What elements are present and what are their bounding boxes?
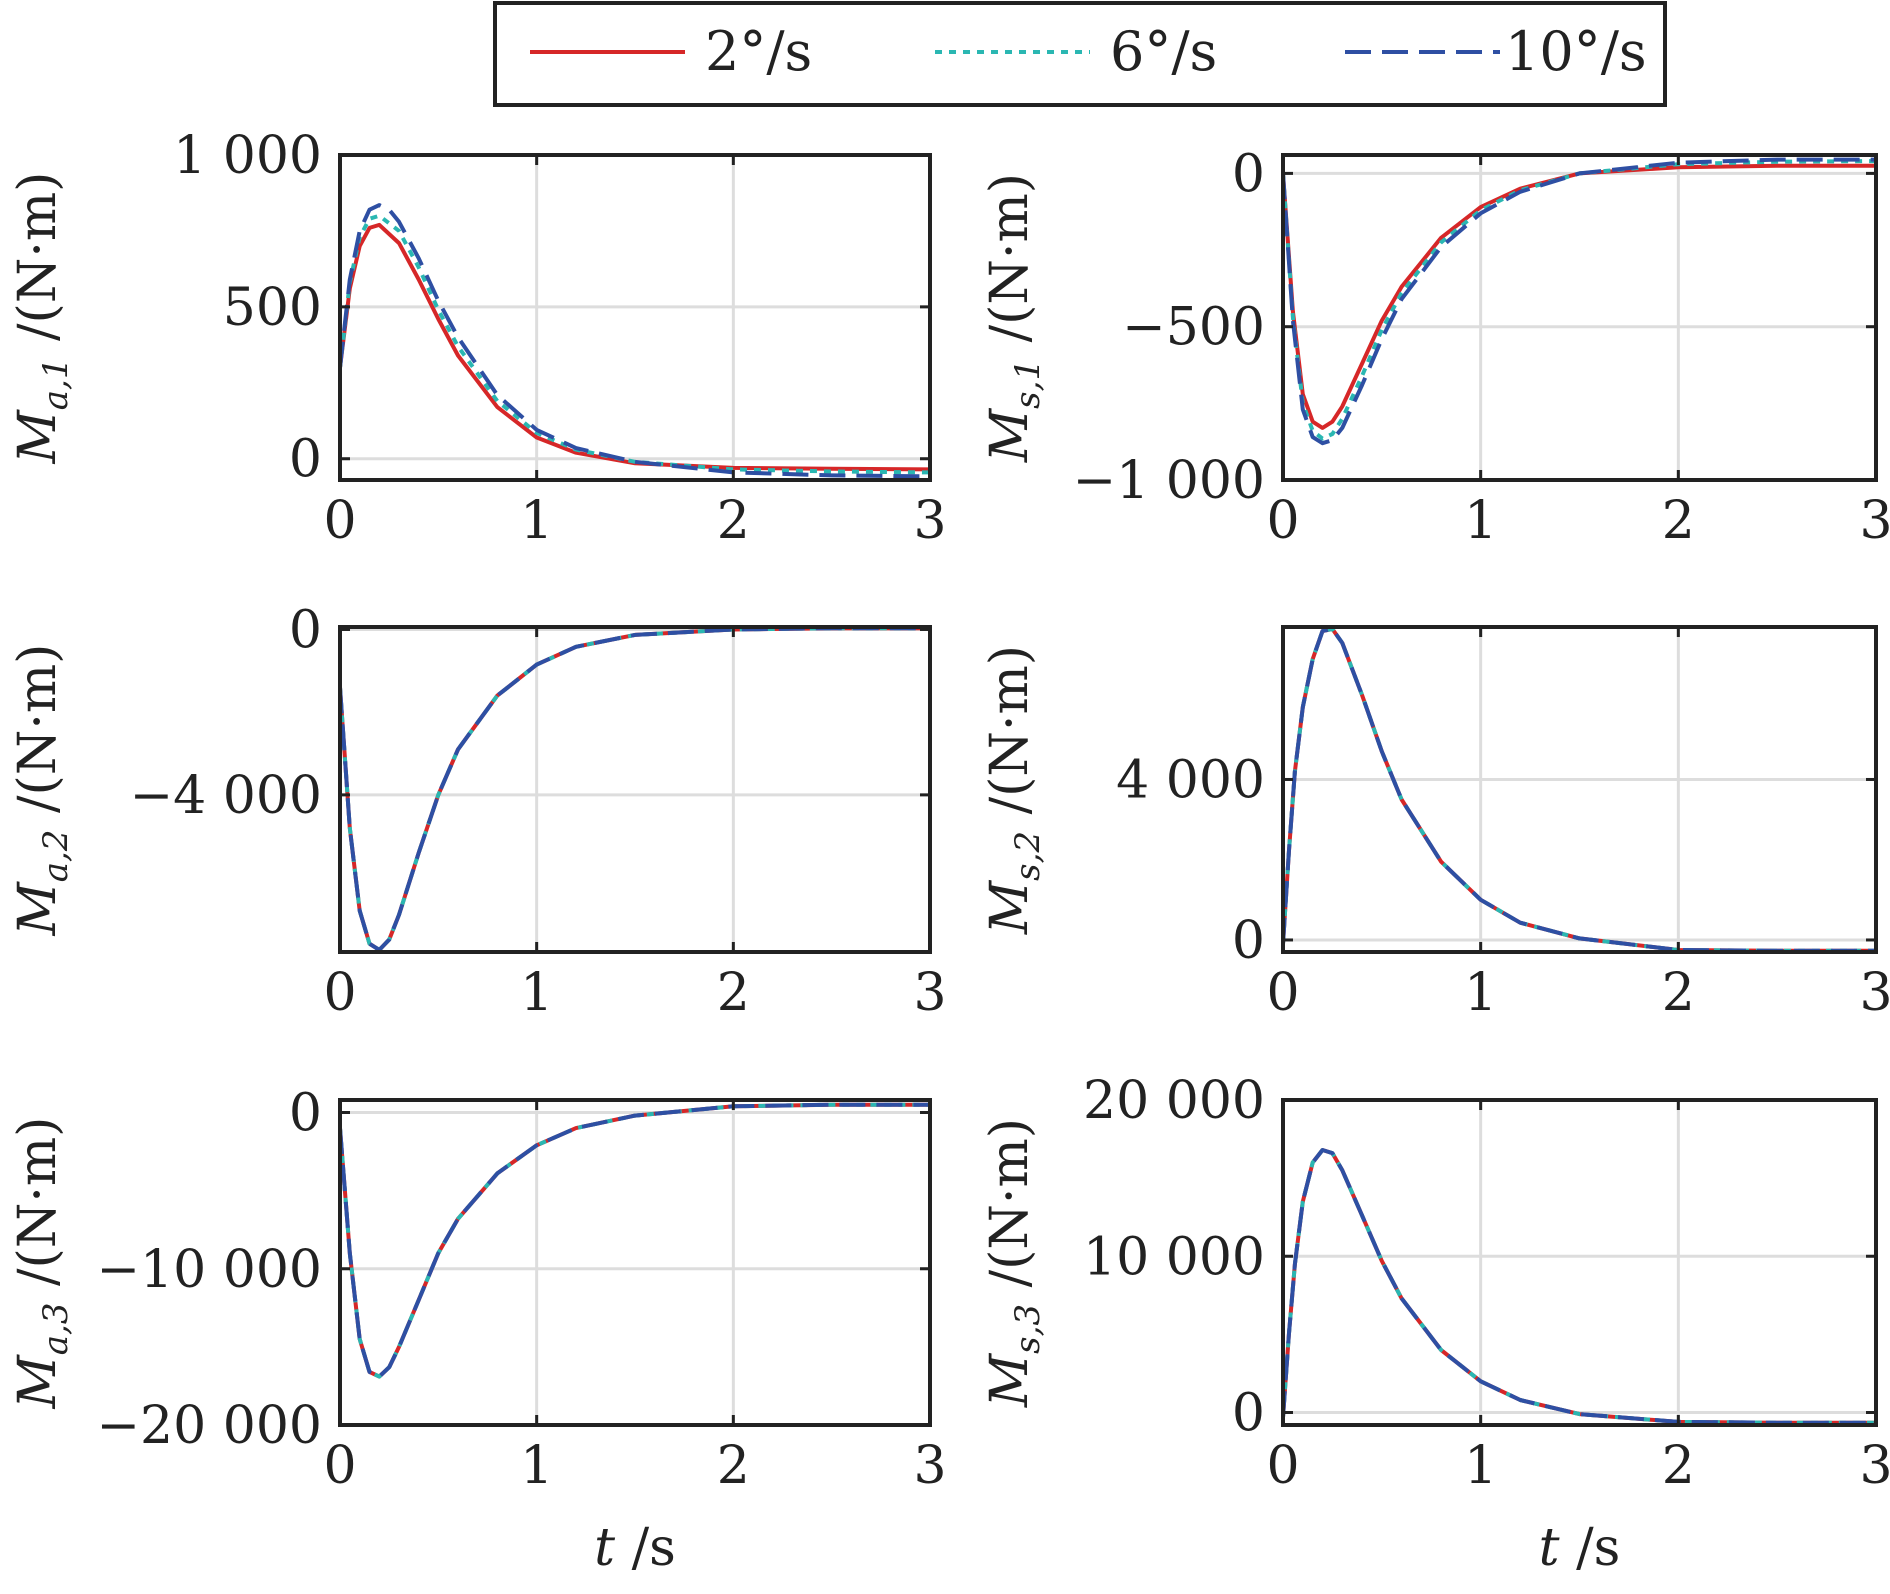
x-tick-label: 0 bbox=[1266, 963, 1299, 1023]
y-tick-label: −1 000 bbox=[1073, 451, 1265, 511]
y-tick-label: 4 000 bbox=[1116, 750, 1265, 810]
x-tick-label: 2 bbox=[1662, 963, 1695, 1023]
y-tick-label: 0 bbox=[1232, 144, 1265, 204]
y-tick-label: 0 bbox=[1232, 911, 1265, 971]
x-axis-label: t /s bbox=[594, 1518, 676, 1578]
series-line-3 bbox=[1283, 157, 1876, 446]
legend: 2°/s 6°/s 10°/s bbox=[493, 1, 1667, 107]
x-tick-label: 3 bbox=[1859, 1436, 1890, 1496]
subplot-6: 0 1 2 3 0 10 000 20 000 Ms,3 /(N·m) t /s bbox=[980, 1071, 1890, 1578]
y-tick-label: 10 000 bbox=[1083, 1227, 1265, 1287]
legend-label-10: 10°/s bbox=[1505, 20, 1647, 83]
x-tick-label: 2 bbox=[717, 1436, 750, 1496]
series-line-1 bbox=[340, 627, 930, 952]
series-line-1 bbox=[1283, 627, 1876, 952]
x-tick-label: 1 bbox=[520, 963, 553, 1023]
x-tick-label: 0 bbox=[323, 491, 356, 551]
y-tick-label: −20 000 bbox=[96, 1396, 322, 1456]
plot-frame bbox=[1281, 625, 1878, 954]
series-line-2 bbox=[340, 213, 930, 475]
series-line-1 bbox=[1283, 1148, 1876, 1425]
x-tick-label: 2 bbox=[1662, 1436, 1695, 1496]
series-line-2 bbox=[340, 1102, 930, 1379]
x-axis-label: t /s bbox=[1539, 1518, 1621, 1578]
y-tick-label: −500 bbox=[1122, 298, 1265, 358]
x-tick-label: 2 bbox=[1662, 491, 1695, 551]
subplot-2: 0 1 2 3 −1 000 −500 0 Ms,1 /(N·m) bbox=[980, 144, 1890, 551]
x-tick-label: 0 bbox=[323, 963, 356, 1023]
subplot-5: 0 1 2 3 −20 000 −10 000 0 Ma,3 /(N·m) t /s bbox=[8, 1084, 947, 1579]
series-line-2 bbox=[1283, 627, 1876, 952]
y-axis-label: Ma,1 /(N·m) bbox=[8, 172, 76, 465]
x-tick-label: 2 bbox=[717, 963, 750, 1023]
legend-label-2: 2°/s bbox=[705, 20, 812, 83]
plot-frame bbox=[1281, 1098, 1878, 1427]
y-tick-label: 500 bbox=[223, 278, 322, 338]
series-line-2 bbox=[1283, 1148, 1876, 1425]
x-tick-label: 2 bbox=[717, 491, 750, 551]
series-line-3 bbox=[340, 203, 930, 479]
series-line-2 bbox=[340, 627, 930, 952]
x-tick-label: 3 bbox=[913, 1436, 946, 1496]
x-tick-label: 3 bbox=[1859, 963, 1890, 1023]
plot-frame bbox=[1281, 153, 1878, 482]
series-line-1 bbox=[340, 1102, 930, 1379]
y-tick-label: 0 bbox=[289, 430, 322, 490]
y-tick-label: −10 000 bbox=[96, 1240, 322, 1300]
x-tick-label: 3 bbox=[913, 491, 946, 551]
y-axis-label: Ms,3 /(N·m) bbox=[980, 1118, 1048, 1408]
y-tick-label: 0 bbox=[289, 600, 322, 660]
x-tick-label: 0 bbox=[323, 1436, 356, 1496]
legend-label-6: 6°/s bbox=[1110, 20, 1217, 83]
x-tick-label: 1 bbox=[1464, 963, 1497, 1023]
plot-frame bbox=[338, 1098, 932, 1427]
y-axis-label: Ma,2 /(N·m) bbox=[8, 644, 76, 937]
series-line-1 bbox=[1283, 163, 1876, 430]
series-line-3 bbox=[1283, 1148, 1876, 1425]
y-tick-label: 1 000 bbox=[173, 126, 322, 186]
y-axis-label: Ms,1 /(N·m) bbox=[980, 173, 1048, 463]
x-tick-label: 1 bbox=[1464, 1436, 1497, 1496]
x-tick-label: 0 bbox=[1266, 491, 1299, 551]
y-tick-label: 0 bbox=[289, 1084, 322, 1144]
x-tick-label: 3 bbox=[913, 963, 946, 1023]
x-tick-label: 1 bbox=[520, 491, 553, 551]
plot-frame bbox=[338, 153, 932, 482]
series-line-1 bbox=[340, 222, 930, 472]
x-tick-label: 0 bbox=[1266, 1436, 1299, 1496]
y-tick-label: −4 000 bbox=[130, 766, 322, 826]
x-tick-label: 3 bbox=[1859, 491, 1890, 551]
series-line-3 bbox=[1283, 627, 1876, 952]
subplot-3: 0 1 2 3 −4 000 0 Ma,2 /(N·m) bbox=[8, 600, 947, 1023]
x-tick-label: 1 bbox=[1464, 491, 1497, 551]
series-line-3 bbox=[340, 627, 930, 952]
x-tick-label: 1 bbox=[520, 1436, 553, 1496]
plot-frame bbox=[338, 625, 932, 954]
series-line-3 bbox=[340, 1102, 930, 1379]
series-line-2 bbox=[1283, 159, 1876, 441]
y-axis-label: Ms,2 /(N·m) bbox=[980, 645, 1048, 935]
y-tick-label: 20 000 bbox=[1083, 1071, 1265, 1131]
y-tick-label: 0 bbox=[1232, 1384, 1265, 1444]
subplot-4: 0 1 2 3 0 4 000 Ms,2 /(N·m) bbox=[980, 625, 1890, 1023]
subplot-1: 0 1 2 3 0 500 1 000 Ma,1 /(N·m) bbox=[8, 126, 947, 551]
y-axis-label: Ma,3 /(N·m) bbox=[8, 1117, 76, 1410]
